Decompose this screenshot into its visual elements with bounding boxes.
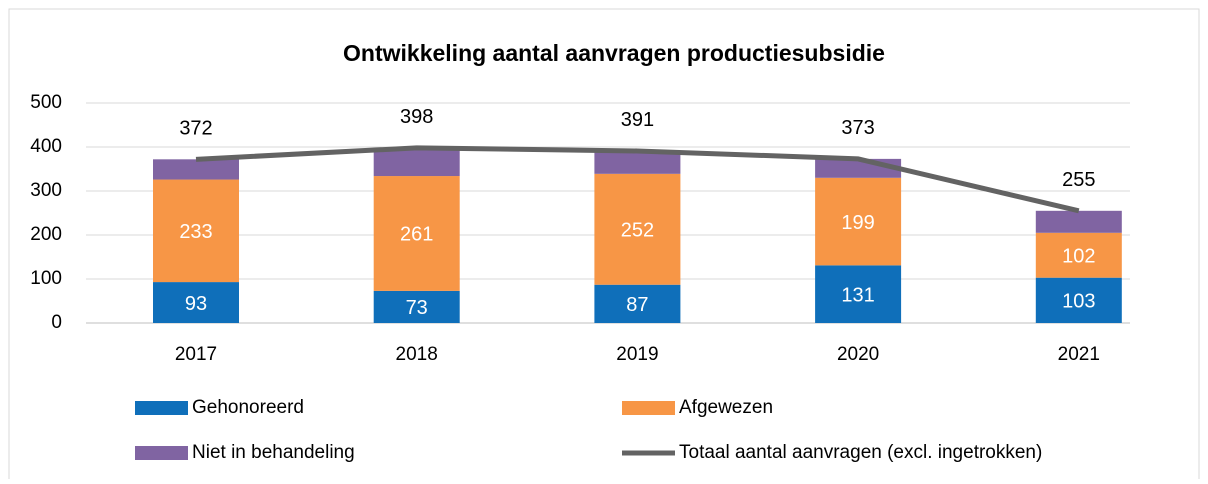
data-label: 372	[179, 118, 212, 140]
legend-label: Niet in behandeling	[192, 442, 355, 463]
bar-segment	[594, 284, 681, 323]
data-label: 233	[179, 221, 212, 243]
y-tick-label: 0	[51, 312, 62, 333]
data-label: 255	[1062, 169, 1095, 191]
data-label: 398	[400, 106, 433, 128]
bar-segment	[153, 282, 239, 323]
y-tick-label: 300	[30, 180, 62, 201]
legend-label: Afgewezen	[679, 397, 773, 418]
data-label: 87	[626, 294, 648, 316]
total-line	[195, 145, 1080, 214]
data-label: 93	[185, 293, 207, 315]
data-label: 261	[400, 224, 433, 246]
legend-swatch	[135, 401, 188, 415]
y-tick-label: 500	[30, 92, 62, 113]
data-label: 73	[406, 297, 428, 319]
bar-segment	[1035, 232, 1122, 278]
bar-segment	[1035, 210, 1122, 233]
x-tick-label: 2020	[837, 344, 879, 365]
data-label: 391	[621, 109, 654, 131]
bar-segment	[373, 176, 460, 291]
bar-segment	[373, 290, 460, 323]
bar-segment	[1035, 277, 1122, 323]
bar-segment	[594, 150, 681, 174]
bar-segment	[153, 159, 239, 180]
bar-segment	[815, 177, 902, 266]
bar-segment	[594, 173, 681, 285]
bar-segment	[815, 265, 902, 323]
data-label: 103	[1062, 291, 1095, 313]
data-label: 199	[841, 212, 874, 234]
x-tick-label: 2021	[1058, 344, 1100, 365]
legend-swatch	[135, 446, 188, 460]
y-tick-label: 400	[30, 136, 62, 157]
data-label: 131	[841, 284, 874, 306]
bar-segment	[373, 147, 460, 177]
data-label: 102	[1062, 246, 1095, 268]
chart-title: Ontwikkeling aantal aanvragen producties…	[343, 40, 885, 66]
x-tick-label: 2018	[396, 344, 438, 365]
bar-segment	[153, 179, 239, 283]
data-label: 373	[841, 117, 874, 139]
legend-swatch	[622, 401, 675, 415]
data-label: 252	[621, 220, 654, 242]
y-tick-label: 100	[30, 268, 62, 289]
legend-label: Gehonoreerd	[192, 397, 304, 418]
legend-label: Totaal aantal aanvragen (excl. ingetrokk…	[679, 442, 1042, 463]
x-tick-label: 2017	[175, 344, 217, 365]
y-tick-label: 200	[30, 224, 62, 245]
x-tick-label: 2019	[616, 344, 658, 365]
